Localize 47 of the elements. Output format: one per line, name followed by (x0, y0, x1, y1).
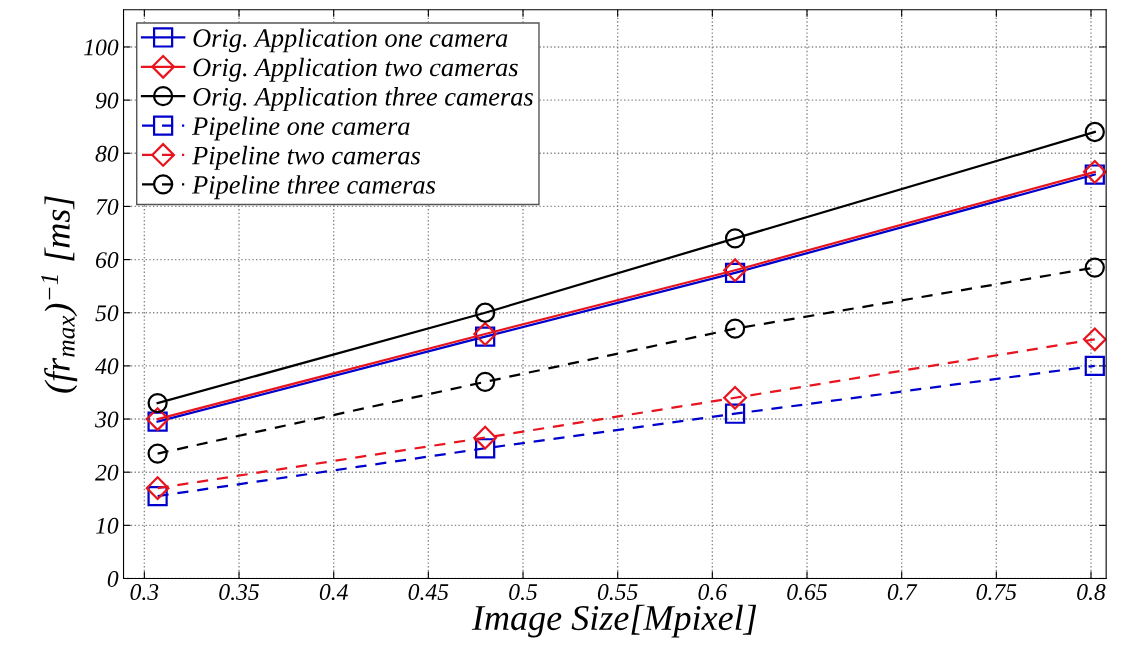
y-tick-label: 40 (95, 358, 119, 375)
y-tick-label: 50 (95, 305, 119, 322)
point (473, 425, 498, 450)
y-tick-label: 0 (107, 570, 119, 587)
x-tick-label: 0.6 (698, 584, 727, 601)
point (475, 302, 496, 323)
point (1082, 159, 1107, 184)
point (724, 403, 746, 424)
point (145, 476, 170, 501)
point (724, 318, 746, 339)
x-tick-label: 0.45 (408, 584, 449, 601)
x-tick-label: 0.5 (509, 584, 538, 601)
y-tick-label: 20 (95, 464, 119, 481)
y-tick-label: 80 (95, 145, 119, 162)
point (475, 438, 496, 459)
point (1082, 327, 1107, 352)
y-tick-label: 90 (95, 92, 119, 109)
point (723, 385, 747, 410)
legend-label: Pipeline three cameras (192, 175, 436, 200)
x-tick-label: 0.35 (219, 584, 259, 601)
legend-label: Pipeline one camera (192, 116, 410, 141)
point (475, 371, 496, 392)
y-tick-label: 60 (96, 252, 119, 268)
y-tick-label: 70 (96, 198, 119, 215)
x-axis-title: Image Size[Mpixel] (471, 604, 757, 638)
x-tick-label: 0.65 (787, 584, 827, 601)
point (147, 443, 168, 464)
x-tick-label: 0.3 (130, 584, 159, 601)
legend-label: Orig. Application three cameras (193, 87, 533, 112)
y-axis-title: (fr$_{max}$)$^{−1}$ [ms] (41, 196, 78, 393)
x-tick-label: 0.8 (1077, 584, 1106, 601)
point (1084, 121, 1105, 143)
legend-label: Orig. Application one camera (193, 28, 508, 53)
legend-label: Pipeline two cameras (192, 145, 420, 170)
x-tick-label: 0.55 (597, 584, 638, 601)
y-tick-label: 100 (84, 39, 119, 56)
legend-label: Orig. Application two cameras (193, 57, 518, 82)
y-tick-label: 10 (95, 517, 119, 534)
point (1084, 257, 1105, 278)
x-tick-label: 0.4 (319, 584, 348, 601)
y-tick-label: 30 (95, 411, 119, 428)
point (147, 392, 168, 414)
point (724, 228, 746, 249)
x-tick-label: 0.75 (976, 584, 1017, 601)
x-tick-label: 0.7 (887, 584, 918, 601)
point (147, 485, 168, 507)
point (1084, 355, 1105, 377)
